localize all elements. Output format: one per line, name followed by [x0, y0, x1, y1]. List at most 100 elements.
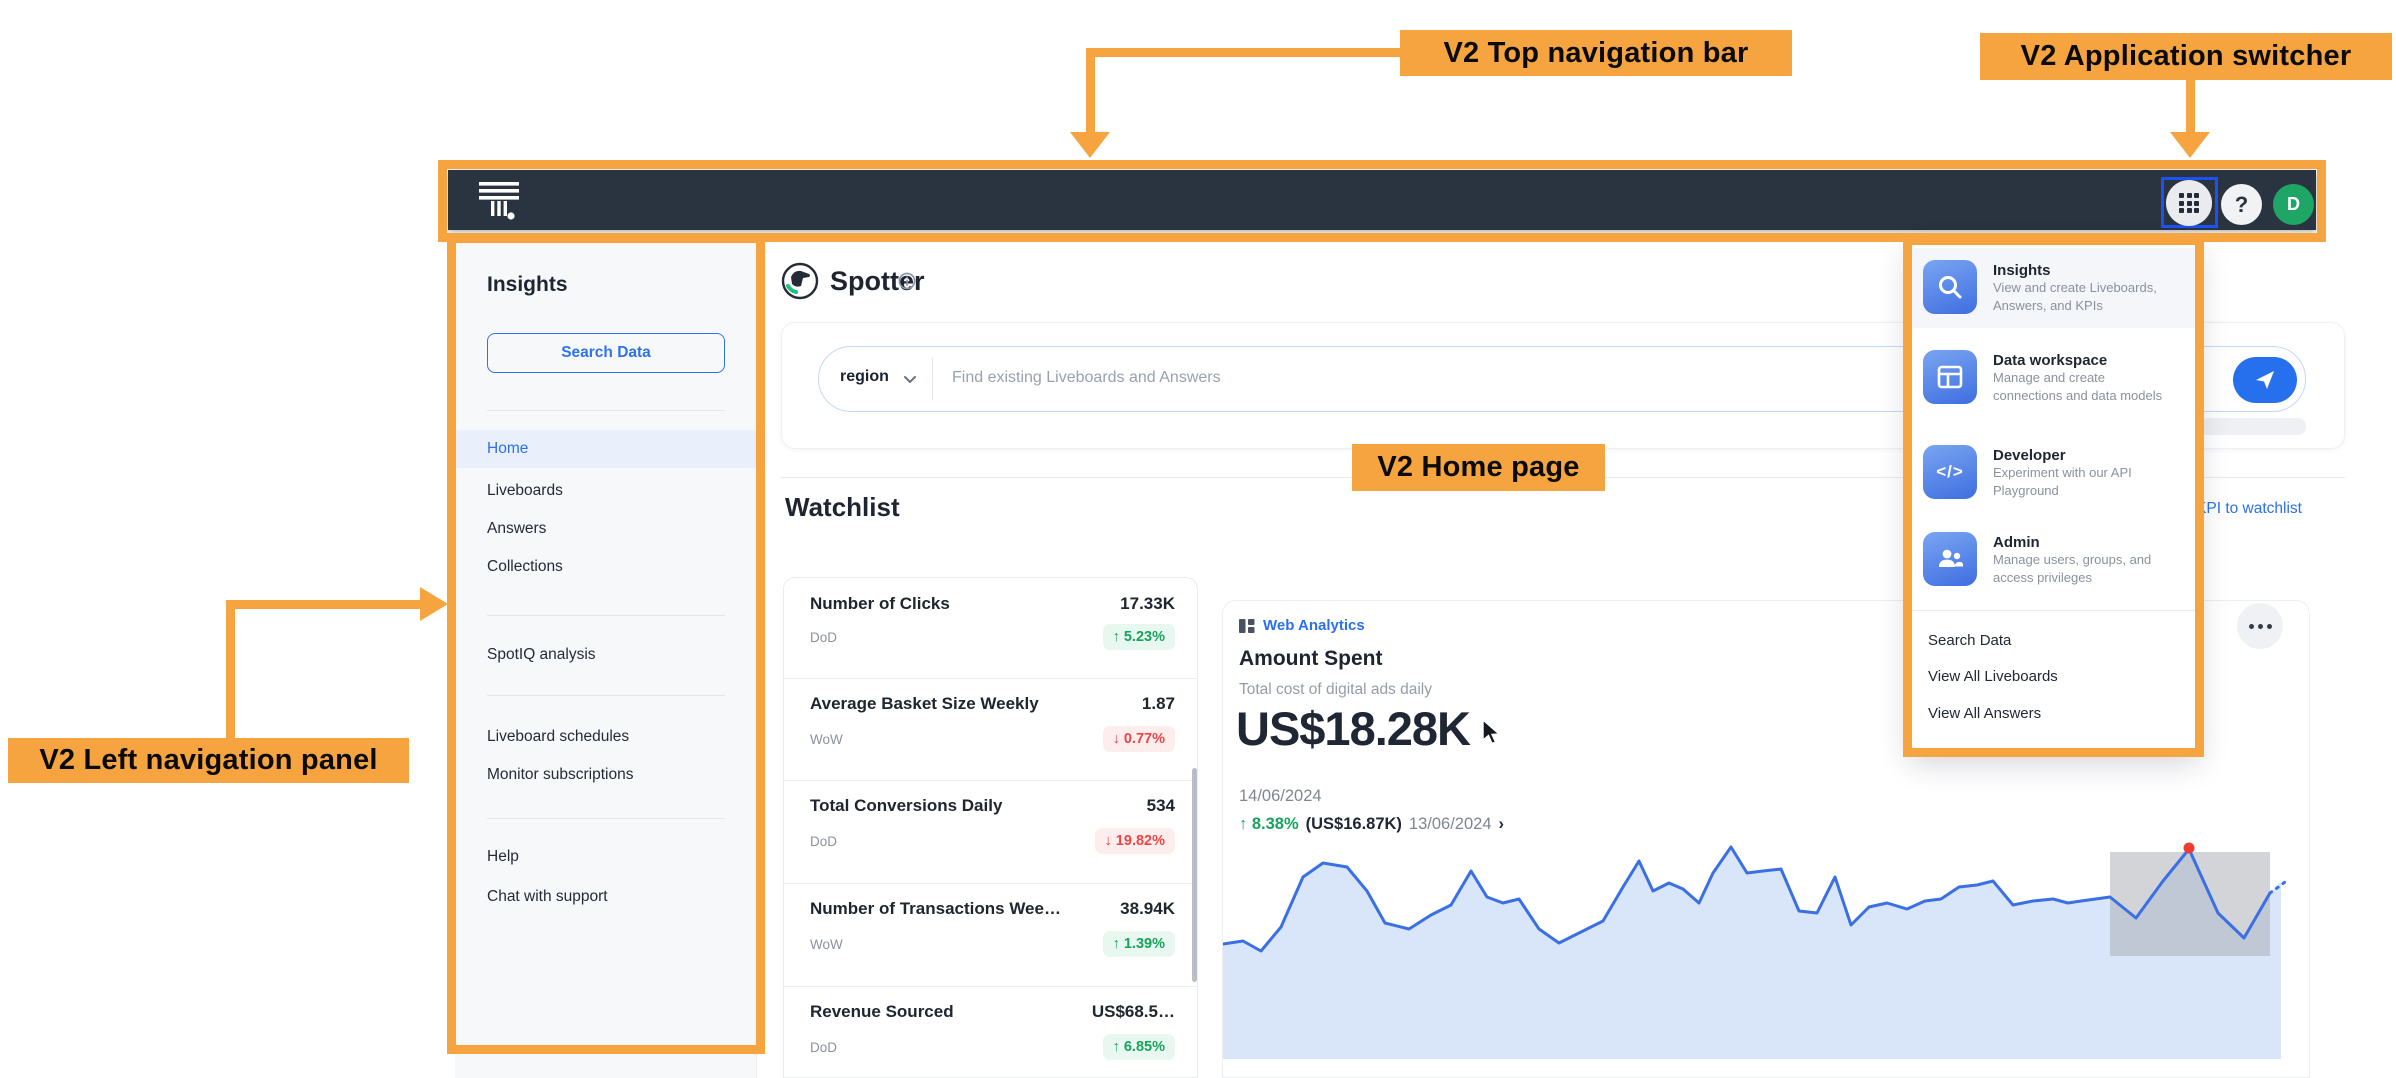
kpi-value: 534 [1146, 796, 1175, 815]
kpi-value: US$18.28K [1236, 702, 1471, 755]
kpi-delta-badge: ↑ 1.39% [1102, 931, 1175, 957]
info-icon[interactable] [898, 272, 916, 290]
menu-link-view-all-liveboards[interactable]: View All Liveboards [1928, 668, 2058, 685]
watchlist-row[interactable]: Number of Transactions Wee… 38.94K [810, 899, 1175, 919]
divider [1908, 610, 2200, 611]
annotation-connector [2186, 80, 2195, 132]
kpi-name: Number of Transactions Wee… [810, 899, 1061, 918]
sidebar-item-liveboards[interactable]: Liveboards [487, 482, 563, 499]
more-options-button[interactable] [2237, 603, 2283, 649]
kpi-name: Revenue Sourced [810, 1002, 954, 1021]
app-item-title: Developer [1993, 447, 2066, 464]
watchlist-row[interactable]: Number of Clicks 17.33K [810, 594, 1175, 614]
watchlist-row[interactable]: Average Basket Size Weekly 1.87 [810, 694, 1175, 714]
left-nav-panel: Insights Search Data Home Liveboards Ans… [455, 243, 757, 1078]
app-item-title: Insights [1993, 262, 2051, 279]
kpi-name: Total Conversions Daily [810, 796, 1003, 815]
annotation-arrowhead [1070, 132, 1110, 158]
chevron-down-icon[interactable] [903, 375, 917, 384]
app-switcher-menu: Insights View and create Liveboards, Ans… [1908, 240, 2200, 754]
kpi-period: DoD [810, 833, 838, 849]
tile [1923, 260, 1977, 314]
app-switcher-focus-ring [2161, 177, 2218, 228]
app-item-desc: Experiment with our API Playground [1993, 465, 2132, 498]
menu-link-search-data[interactable]: Search Data [1928, 632, 2012, 649]
people-icon [1939, 549, 1964, 567]
divider [487, 818, 725, 819]
search-input[interactable]: Find existing Liveboards and Answers [952, 369, 1221, 386]
annotation-connector [226, 600, 422, 609]
annotation-top-nav: V2 Top navigation bar [1400, 30, 1792, 76]
watchlist-card: Number of Clicks 17.33K DoD ↑ 5.23% Aver… [783, 577, 1198, 1078]
divider [932, 358, 933, 400]
kpi-period: DoD [810, 1039, 838, 1055]
sidebar-item-help[interactable]: Help [487, 848, 519, 865]
kpi-title: Amount Spent [1239, 647, 1383, 670]
kpi-delta-badge: ↓ 19.82% [1094, 828, 1175, 854]
search-data-button[interactable]: Search Data [487, 333, 725, 373]
liveboard-icon [1239, 618, 1255, 633]
tile [1923, 532, 1977, 586]
app-item-desc: View and create Liveboards, Answers, and… [1993, 280, 2157, 313]
kpi-value: 17.33K [1120, 594, 1175, 613]
annotation-connector [226, 600, 235, 738]
help-button[interactable]: ? [2221, 184, 2262, 225]
annotation-app-switcher: V2 Application switcher [1980, 33, 2392, 80]
divider [784, 883, 1197, 884]
watchlist-row-meta: DoD ↑ 6.85% [810, 1034, 1175, 1060]
kpi-delta-badge: ↑ 5.23% [1102, 624, 1175, 650]
source-link[interactable]: Web Analytics [1239, 617, 1365, 634]
watchlist-scrollbar[interactable] [1192, 768, 1197, 982]
sidebar-item-monitor-subscriptions[interactable]: Monitor subscriptions [487, 766, 634, 783]
kpi-prev-value: (US$16.87K) [1305, 815, 1402, 833]
annotation-connector [1086, 48, 1095, 132]
kpi-date: 14/06/2024 [1239, 787, 1322, 805]
add-kpi-to-watchlist-link[interactable]: KPI to watchlist [2196, 500, 2302, 517]
dot [2257, 623, 2263, 629]
watchlist-row-meta: WoW ↓ 0.77% [810, 726, 1175, 752]
sidebar-header: Insights [487, 273, 568, 296]
annotation-arrowhead [420, 587, 448, 621]
sidebar-item-liveboard-schedules[interactable]: Liveboard schedules [487, 728, 630, 745]
divider [784, 986, 1197, 987]
dot [2266, 623, 2272, 629]
spotter-logo-icon [781, 262, 819, 300]
annotation-left-nav: V2 Left navigation panel [8, 738, 409, 783]
watchlist-title: Watchlist [785, 492, 900, 522]
kpi-period: WoW [810, 731, 843, 747]
area-chart[interactable] [1223, 841, 2299, 1059]
top-navigation-bar [448, 170, 2316, 230]
menu-link-view-all-answers[interactable]: View All Answers [1928, 705, 2042, 722]
watchlist-row-meta: WoW ↑ 1.39% [810, 931, 1175, 957]
sidebar-item-answers[interactable]: Answers [487, 520, 547, 537]
suggestion-pill [2200, 418, 2306, 435]
app-item-desc: Manage users, groups, and access privile… [1993, 552, 2152, 585]
sidebar-item-home[interactable]: Home [455, 430, 757, 468]
kpi-value: 38.94K [1120, 899, 1175, 918]
sidebar-item-spotiq[interactable]: SpotIQ analysis [487, 646, 596, 663]
kpi-prev-date: 13/06/2024 [1408, 815, 1492, 833]
sidebar-item-collections[interactable]: Collections [487, 558, 563, 575]
watchlist-row[interactable]: Revenue Sourced US$68.5… [810, 1002, 1175, 1022]
watchlist-row-meta: DoD ↓ 19.82% [810, 828, 1175, 854]
source-label: Web Analytics [1263, 617, 1365, 634]
app-item-title: Admin [1993, 534, 2040, 551]
app-switcher-button[interactable] [2166, 180, 2212, 226]
thoughtspot-logo [479, 182, 519, 220]
chevron-right-icon: › [1498, 815, 1505, 833]
paper-plane-icon [2256, 371, 2274, 389]
data-source-chip[interactable]: region [840, 368, 889, 385]
annotation-connector [1090, 48, 1400, 57]
annotation-home-page: V2 Home page [1352, 444, 1605, 491]
kpi-delta-badge: ↓ 0.77% [1102, 726, 1175, 752]
watchlist-row[interactable]: Total Conversions Daily 534 [810, 796, 1175, 816]
kpi-comparison[interactable]: ↑ 8.38% (US$16.87K) 13/06/2024 › [1239, 815, 1504, 834]
user-avatar[interactable]: D [2273, 184, 2314, 225]
kpi-name: Average Basket Size Weekly [810, 694, 1039, 713]
grid-icon [2179, 193, 2199, 213]
sidebar-item-chat-support[interactable]: Chat with support [487, 888, 608, 905]
divider [487, 695, 725, 696]
send-button[interactable] [2233, 357, 2297, 403]
mouse-cursor [1482, 719, 1501, 745]
